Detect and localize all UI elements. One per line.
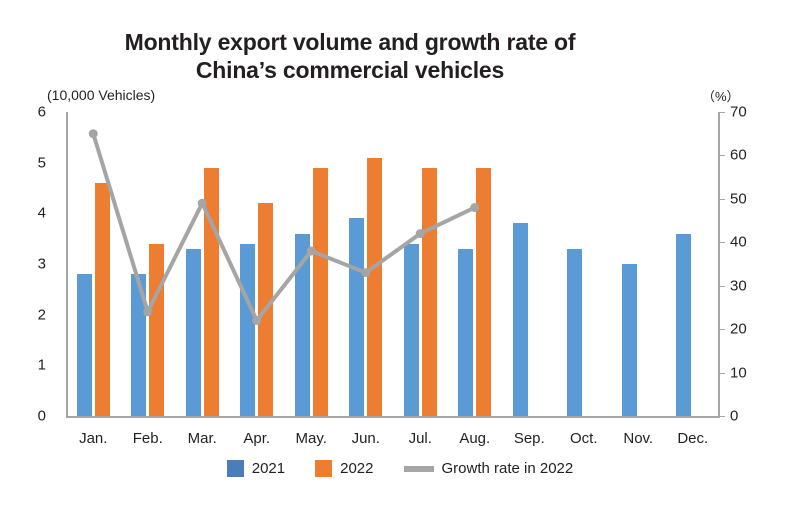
legend-label-growth-rate: Growth rate in 2022 xyxy=(441,460,574,477)
chart-title: Monthly export volume and growth rate of… xyxy=(70,28,630,84)
chart-title-line-2: China’s commercial vehicles xyxy=(195,57,505,83)
x-axis-label-jun: Jun. xyxy=(351,430,380,447)
growth-rate-point-apr xyxy=(252,315,262,325)
x-axis-label-jan: Jan. xyxy=(79,430,108,447)
y-axis-right-tick-mark xyxy=(720,329,725,331)
x-axis-label-nov: Nov. xyxy=(623,430,654,447)
y-axis-left-line xyxy=(66,112,68,418)
growth-rate-point-mar xyxy=(197,198,207,208)
x-axis-label-feb: Feb. xyxy=(132,430,163,447)
bar-2022-may xyxy=(312,167,328,416)
growth-rate-line-series xyxy=(88,129,480,325)
bar-2021-oct xyxy=(567,248,583,416)
y-axis-left-tick-label: 2 xyxy=(37,306,46,324)
y-axis-right-tick-mark xyxy=(720,372,725,374)
bar-2022-jun xyxy=(367,157,383,416)
growth-rate-point-feb xyxy=(143,307,153,317)
y-axis-right-tick-label: 40 xyxy=(730,233,747,251)
chart-title-line-1: Monthly export volume and growth rate of xyxy=(124,29,576,55)
x-axis-label-jul: Jul. xyxy=(408,430,432,447)
y-axis-left-tick-label: 4 xyxy=(37,204,46,222)
bar-2021-aug xyxy=(458,248,474,416)
y-axis-right-tick-mark xyxy=(720,112,725,113)
bar-2021-dec xyxy=(676,233,692,416)
y-axis-left-tick-label: 5 xyxy=(37,154,46,172)
x-axis-label-oct: Oct. xyxy=(569,430,598,447)
legend-label-2022: 2022 xyxy=(340,460,374,477)
growth-rate-polyline xyxy=(91,131,477,323)
bar-2021-mar xyxy=(185,248,201,416)
growth-rate-point-jun xyxy=(361,268,371,278)
bar-2021-jul xyxy=(403,243,419,416)
y-axis-right-tick-label: 20 xyxy=(730,320,747,338)
legend-item-growth-rate[interactable]: Growth rate in 2022 xyxy=(403,460,574,477)
bar-2021-feb xyxy=(131,274,147,416)
y-axis-right-tick-label: 70 xyxy=(730,103,747,121)
x-axis-line xyxy=(66,416,720,418)
y-axis-right-unit-label: （%） xyxy=(702,89,740,104)
legend-item-2021[interactable]: 2021 xyxy=(226,460,286,477)
y-axis-right-tick-mark xyxy=(720,416,725,417)
bar-2021-apr xyxy=(240,243,256,416)
y-axis-right-tick-label: 60 xyxy=(730,146,747,164)
x-axis-label-aug: Aug. xyxy=(459,430,491,447)
legend-swatch-2021-icon xyxy=(226,460,244,477)
y-axis-right-tick-mark xyxy=(720,198,725,200)
bar-2022-aug xyxy=(476,167,492,416)
bar-2021-nov xyxy=(621,264,637,416)
bar-2022-jan xyxy=(94,182,110,416)
y-axis-right-line xyxy=(718,112,720,418)
x-axis-label-may: May. xyxy=(295,430,327,447)
y-axis-right-tick-label: 30 xyxy=(730,277,747,295)
y-axis-right-tick-label: 50 xyxy=(730,190,747,208)
y-axis-left-tick-label: 3 xyxy=(37,255,46,273)
y-axis-left-tick-label: 6 xyxy=(37,103,46,121)
bar-2021-sep xyxy=(512,223,528,416)
y-axis-left-unit-label: (10,000 Vehicles) xyxy=(47,87,156,103)
x-axis-label-mar: Mar. xyxy=(187,430,217,447)
chart-legend: 2021 2022 Growth rate in 2022 xyxy=(0,460,800,477)
growth-rate-point-aug xyxy=(470,203,480,213)
bar-2021-jan xyxy=(76,274,92,416)
legend-swatch-2022-icon xyxy=(315,460,333,477)
growth-rate-point-may xyxy=(306,246,316,256)
legend-label-2021: 2021 xyxy=(251,460,286,477)
y-axis-left-tick-label: 0 xyxy=(37,407,46,425)
y-axis-right-tick-label: 0 xyxy=(730,407,739,425)
y-axis-left-tick-label: 1 xyxy=(37,356,46,374)
x-axis-label-dec: Dec. xyxy=(677,430,709,447)
legend-item-2022[interactable]: 2022 xyxy=(315,460,374,477)
y-axis-right-tick-mark xyxy=(720,242,725,244)
legend-swatch-growth-rate-icon xyxy=(403,465,434,472)
plot-area: 0 1 2 3 4 5 6 0 10 20 30 40 50 60 70 Jan. Feb. Mar. Apr.… xyxy=(38,104,747,448)
x-axis-label-apr: Apr. xyxy=(243,430,271,447)
bar-2021-may xyxy=(294,233,310,416)
growth-rate-point-jul xyxy=(415,229,425,239)
y-axis-right-tick-label: 10 xyxy=(730,364,747,382)
x-axis-label-sep: Sep. xyxy=(513,430,545,447)
y-axis-right-tick-mark xyxy=(720,285,725,287)
y-axis-right-tick-mark xyxy=(720,155,725,157)
growth-rate-point-jan xyxy=(88,129,98,139)
